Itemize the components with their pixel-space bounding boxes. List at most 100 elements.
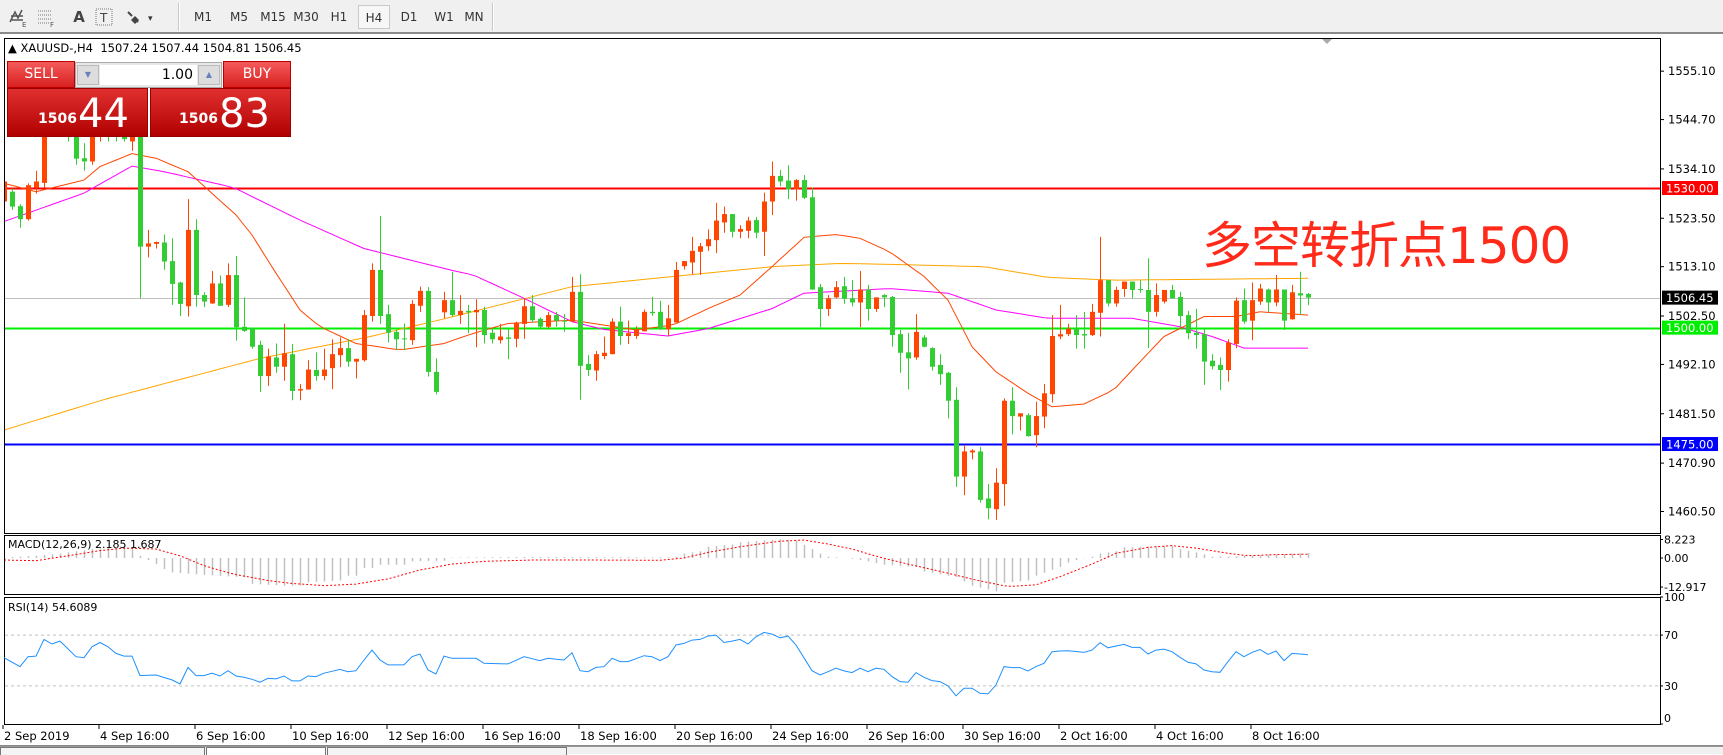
- timeframe-h4[interactable]: H4: [358, 5, 390, 29]
- candle-body: [666, 318, 671, 330]
- candle-body: [1074, 328, 1079, 336]
- candle-body: [826, 298, 831, 310]
- lot-size-input[interactable]: 1.00: [100, 65, 197, 85]
- candle: [242, 297, 247, 332]
- date-label: 8 Oct 16:00: [1252, 729, 1320, 743]
- candle: [882, 294, 887, 308]
- candle-body: [962, 451, 967, 477]
- candle-body: [722, 214, 727, 223]
- buy-button[interactable]: BUY: [223, 61, 291, 88]
- candle: [330, 339, 335, 390]
- lot-size-stepper[interactable]: ▼ 1.00 ▲: [75, 62, 222, 88]
- date-label: 20 Sep 16:00: [676, 729, 753, 743]
- candle-body: [1098, 280, 1103, 313]
- candle: [498, 323, 503, 344]
- candle-body: [418, 290, 423, 306]
- candle: [978, 446, 983, 503]
- candle: [794, 179, 799, 201]
- candle-body: [906, 352, 911, 359]
- candle-body: [986, 498, 991, 509]
- candle: [1154, 283, 1159, 317]
- lot-decrease-button[interactable]: ▼: [77, 65, 99, 85]
- timeframe-m5[interactable]: M5: [230, 10, 248, 24]
- candle: [866, 284, 871, 321]
- chart-tab[interactable]: [327, 747, 567, 755]
- timeframe-w1[interactable]: W1: [434, 10, 454, 24]
- rsi-tick-label: 0: [1664, 712, 1671, 725]
- arrows-dropdown-icon[interactable]: ▾: [122, 6, 158, 28]
- candle-body: [338, 348, 343, 356]
- candle: [338, 337, 343, 368]
- candle: [18, 204, 23, 228]
- candle: [210, 270, 215, 304]
- timeframe-h1[interactable]: H1: [330, 10, 348, 24]
- timeframe-m15[interactable]: M15: [260, 10, 286, 24]
- price-tick-label: 1523.50: [1668, 211, 1716, 225]
- svg-text:E: E: [22, 21, 26, 28]
- candle-body: [754, 220, 759, 233]
- candle: [690, 236, 695, 275]
- candle: [346, 339, 351, 367]
- candle: [274, 343, 279, 373]
- chart-tab[interactable]: [0, 747, 205, 755]
- candle-body: [258, 344, 263, 377]
- candle-body: [530, 306, 535, 321]
- candle: [1210, 354, 1215, 370]
- candle: [1002, 398, 1007, 506]
- candle-body: [698, 246, 703, 252]
- price-tick-label: 1555.10: [1668, 64, 1716, 78]
- candle: [570, 276, 575, 323]
- candle: [1106, 280, 1111, 307]
- moving-average-fast: [5, 153, 1309, 408]
- date-label: 26 Sep 16:00: [868, 729, 945, 743]
- timeframe-m30[interactable]: M30: [293, 10, 319, 24]
- candle: [450, 271, 455, 317]
- candle-body: [578, 291, 583, 366]
- candle-body: [738, 228, 743, 232]
- candle-body: [186, 229, 191, 307]
- candle-body: [626, 333, 631, 337]
- candle: [546, 311, 551, 329]
- candle-body: [442, 300, 447, 313]
- buy-price-box[interactable]: 1506 83: [150, 88, 291, 137]
- candle-body: [506, 337, 511, 339]
- text-icon[interactable]: A: [73, 8, 85, 26]
- chart-tab-active[interactable]: [206, 747, 326, 755]
- collapse-triangle-icon[interactable]: ▲: [8, 41, 21, 55]
- timeframe-d1[interactable]: D1: [400, 10, 418, 24]
- candle-body: [266, 356, 271, 377]
- price-line-label: 1475.00: [1666, 438, 1714, 452]
- timeframe-mn[interactable]: MN: [464, 10, 484, 24]
- ohlc-open: 1507.24: [100, 41, 148, 55]
- fibonacci-icon[interactable]: F: [34, 6, 58, 29]
- candle-body: [474, 309, 479, 313]
- sell-button[interactable]: SELL: [7, 61, 75, 88]
- lot-increase-button[interactable]: ▲: [198, 65, 220, 85]
- candle-body: [922, 337, 927, 347]
- candle: [402, 323, 407, 350]
- candle: [234, 255, 239, 341]
- candle-body: [930, 348, 935, 367]
- candle: [562, 314, 567, 332]
- text-label-icon[interactable]: T: [93, 6, 115, 28]
- sell-price-box[interactable]: 1506 44: [7, 88, 148, 137]
- candle-body: [882, 295, 887, 298]
- candle: [538, 317, 543, 329]
- candle: [1146, 258, 1151, 349]
- chart-shift-marker-icon[interactable]: [1322, 39, 1332, 44]
- candle-body: [170, 261, 175, 284]
- rsi-title: RSI(14) 54.6089: [8, 601, 97, 614]
- candle: [578, 274, 583, 400]
- symbol-label: XAUUSD-,H4: [20, 41, 94, 55]
- timeframe-m1[interactable]: M1: [194, 10, 212, 24]
- candle-body: [218, 283, 223, 306]
- candle-body: [234, 275, 239, 328]
- price-line-label-bg: [1662, 320, 1718, 335]
- candle: [586, 355, 591, 377]
- candle: [650, 296, 655, 317]
- candle-body: [594, 354, 599, 371]
- candle: [1026, 413, 1031, 437]
- elliott-wave-icon[interactable]: E: [6, 6, 30, 29]
- candle: [618, 306, 623, 345]
